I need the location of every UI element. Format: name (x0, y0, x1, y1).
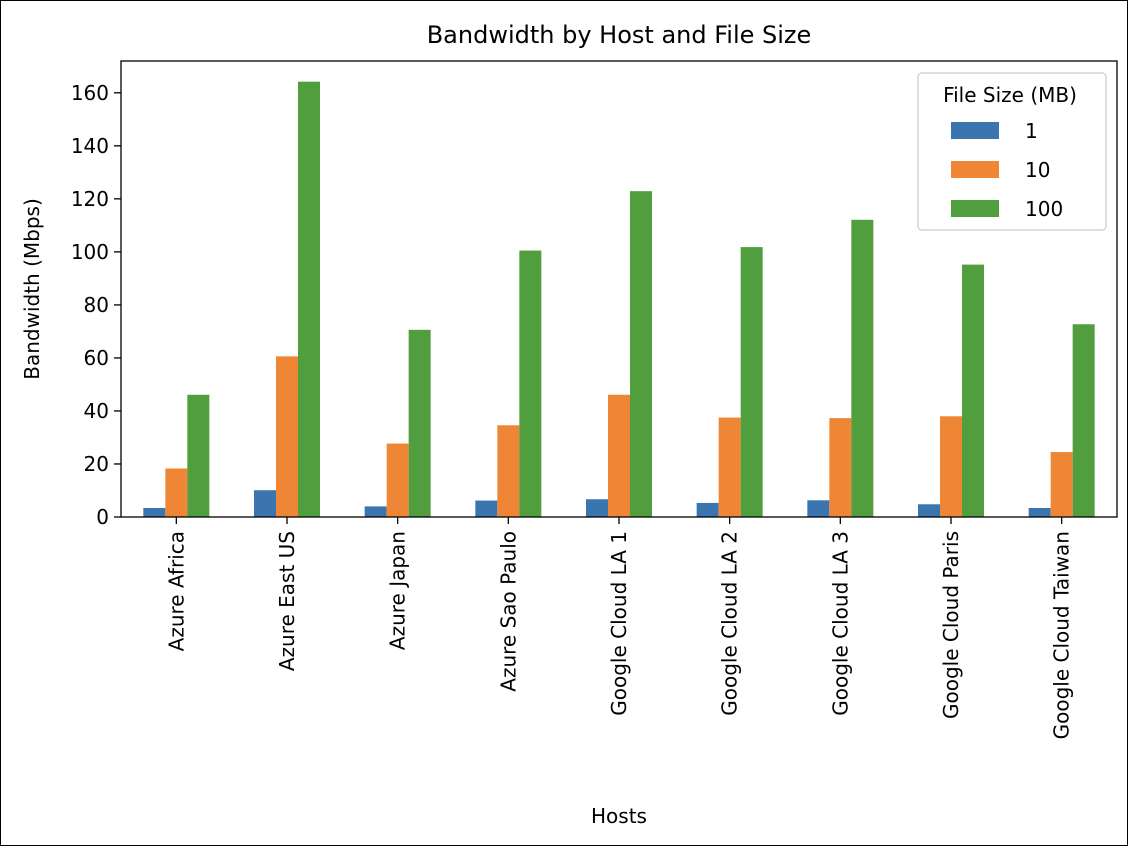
bar-series-100-0 (187, 394, 210, 517)
bars-group (143, 81, 1095, 518)
bar-series-100-7 (962, 264, 984, 517)
bar-series-1-1 (254, 490, 276, 517)
legend-box (917, 72, 1107, 231)
x-tick-label: Google Cloud LA 3 (828, 531, 852, 716)
x-axis-title: Hosts (591, 804, 647, 828)
bar-series-1-0 (143, 507, 166, 517)
y-tick-label: 80 (84, 293, 109, 317)
x-tick-label: Google Cloud LA 1 (607, 531, 631, 716)
bar-series-100-3 (519, 250, 542, 517)
bar-series-10-3 (497, 425, 520, 517)
chart-title: Bandwidth by Host and File Size (427, 21, 812, 49)
bar-series-10-0 (165, 468, 188, 517)
bar-series-10-4 (608, 394, 630, 517)
bar-series-1-6 (807, 500, 830, 517)
y-tick-label: 100 (71, 240, 109, 264)
legend-label-10: 10 (1025, 158, 1050, 182)
bar-series-10-5 (718, 417, 741, 517)
x-tick-label: Google Cloud Paris (939, 531, 963, 719)
bar-series-100-8 (1072, 324, 1095, 517)
legend: File Size (MB) 1 10 100 (917, 72, 1107, 231)
y-tick-label: 60 (84, 346, 109, 370)
x-tick-label: Google Cloud Taiwan (1050, 531, 1074, 739)
bar-series-100-6 (851, 219, 874, 518)
y-tick-label: 0 (96, 505, 109, 529)
x-tick-label: Azure Africa (164, 531, 188, 651)
bar-series-100-5 (740, 247, 763, 518)
legend-swatch-100 (951, 200, 999, 217)
bar-series-100-1 (298, 81, 320, 518)
bar-series-10-1 (276, 356, 298, 517)
bar-series-1-7 (918, 504, 940, 517)
x-tick-label: Azure Sao Paulo (496, 531, 520, 692)
bar-series-10-7 (940, 416, 962, 517)
bar-series-1-4 (586, 499, 608, 517)
x-tick-label: Azure East US (275, 531, 299, 671)
bar-series-100-4 (630, 191, 652, 518)
y-tick-label: 140 (71, 134, 109, 158)
x-axis-ticks: Azure Africa Azure East US Azure Japan Azur… (164, 517, 1074, 739)
bar-series-10-8 (1050, 452, 1073, 517)
x-tick-label: Google Cloud LA 2 (718, 531, 742, 716)
y-axis-title: Bandwidth (Mbps) (20, 198, 44, 380)
legend-swatch-10 (951, 161, 999, 178)
legend-label-1: 1 (1025, 119, 1038, 143)
y-tick-label: 20 (84, 452, 109, 476)
bar-series-1-5 (696, 502, 719, 517)
bar-series-10-2 (386, 443, 409, 517)
plot-area-frame (120, 60, 1118, 518)
y-axis-ticks: 0 20 40 60 80 100 120 140 160 (71, 81, 121, 529)
legend-title: File Size (MB) (943, 83, 1077, 107)
bar-series-10-6 (829, 418, 852, 517)
legend-label-100: 100 (1025, 197, 1063, 221)
y-tick-label: 40 (84, 399, 109, 423)
bar-series-1-3 (475, 500, 498, 517)
legend-swatch-1 (951, 122, 999, 139)
bar-series-1-8 (1028, 507, 1051, 517)
y-tick-label: 160 (71, 81, 109, 105)
bar-series-100-2 (408, 329, 431, 517)
y-tick-label: 120 (71, 187, 109, 211)
x-tick-label: Azure Japan (386, 531, 410, 650)
legend-items: 1 10 100 (951, 119, 1063, 221)
bar-series-1-2 (364, 506, 387, 517)
